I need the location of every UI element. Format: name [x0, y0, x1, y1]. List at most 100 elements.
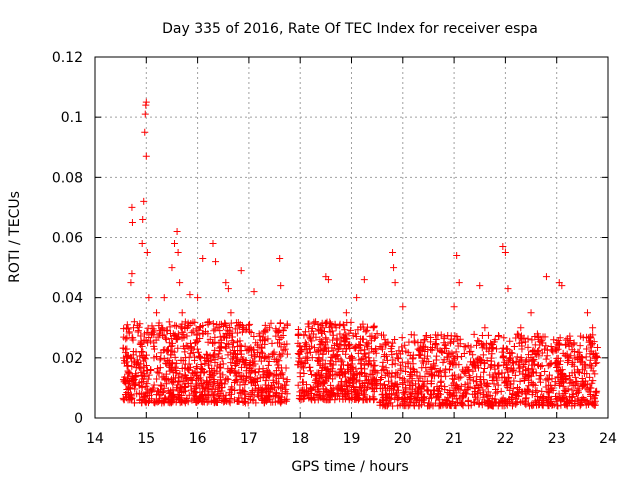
- data-point: [222, 279, 230, 287]
- data-point: [516, 364, 524, 372]
- data-point: [336, 330, 344, 338]
- data-point: [241, 359, 249, 367]
- data-point: [393, 350, 401, 358]
- data-point: [245, 392, 253, 400]
- data-point: [245, 345, 253, 353]
- data-point: [342, 331, 350, 339]
- data-point: [227, 390, 235, 398]
- data-point: [552, 358, 560, 366]
- data-point: [450, 392, 458, 400]
- data-point: [576, 342, 584, 350]
- data-point: [302, 354, 310, 362]
- data-point: [349, 365, 357, 373]
- data-point: [138, 395, 146, 403]
- data-point: [131, 372, 139, 380]
- data-point: [381, 386, 389, 394]
- data-point: [234, 338, 242, 346]
- data-point: [186, 363, 194, 371]
- data-point: [568, 386, 576, 394]
- data-point: [173, 335, 181, 343]
- data-point: [334, 345, 342, 353]
- data-point: [187, 343, 195, 351]
- data-point: [169, 379, 177, 387]
- data-point: [583, 381, 591, 389]
- data-point: [145, 294, 153, 302]
- data-point: [133, 356, 141, 364]
- data-point: [158, 324, 166, 332]
- y-tick-label: 0.04: [52, 291, 83, 307]
- data-point: [223, 375, 231, 383]
- data-point: [510, 342, 518, 350]
- data-point: [499, 397, 507, 405]
- data-point: [209, 320, 217, 328]
- data-point: [441, 396, 449, 404]
- data-point: [510, 377, 518, 385]
- data-point: [247, 329, 255, 337]
- x-tick-label: 17: [240, 431, 258, 447]
- data-point: [433, 393, 441, 401]
- data-point: [134, 327, 142, 335]
- data-point: [416, 351, 424, 359]
- data-point: [593, 353, 601, 361]
- data-point: [195, 394, 203, 402]
- data-point: [464, 384, 472, 392]
- data-point: [171, 321, 179, 329]
- data-point: [314, 381, 322, 389]
- data-point: [137, 332, 145, 340]
- data-point: [196, 354, 204, 362]
- data-point: [483, 357, 491, 365]
- data-point: [468, 361, 476, 369]
- data-point: [226, 323, 234, 331]
- data-point: [206, 318, 214, 326]
- data-point: [322, 373, 330, 381]
- data-point: [227, 386, 235, 394]
- data-point: [528, 361, 536, 369]
- data-point: [587, 333, 595, 341]
- data-point: [427, 334, 435, 342]
- data-point: [261, 340, 269, 348]
- data-point: [249, 396, 257, 404]
- data-point: [329, 375, 337, 383]
- data-point: [138, 240, 146, 248]
- data-point: [154, 365, 162, 373]
- data-point: [312, 318, 320, 326]
- data-point: [415, 352, 423, 360]
- data-point: [481, 324, 489, 332]
- data-point: [440, 339, 448, 347]
- data-point: [358, 335, 366, 343]
- data-point: [219, 360, 227, 368]
- data-point: [581, 397, 589, 405]
- data-point: [155, 329, 163, 337]
- data-point: [425, 370, 433, 378]
- data-point: [446, 387, 454, 395]
- data-point: [283, 390, 291, 398]
- y-tick-label: 0.06: [52, 231, 83, 247]
- y-tick-label: 0.12: [52, 50, 83, 66]
- data-point: [128, 218, 136, 226]
- data-point: [177, 356, 185, 364]
- data-point: [337, 336, 345, 344]
- data-point: [231, 325, 239, 333]
- data-point: [456, 340, 464, 348]
- data-point: [245, 369, 253, 377]
- data-point: [376, 399, 384, 407]
- data-point: [499, 344, 507, 352]
- data-point: [592, 388, 600, 396]
- data-point: [142, 101, 150, 109]
- data-point: [269, 350, 277, 358]
- data-point: [275, 336, 283, 344]
- data-point: [189, 327, 197, 335]
- data-point: [453, 333, 461, 341]
- data-point: [447, 391, 455, 399]
- data-point: [481, 398, 489, 406]
- data-point: [414, 338, 422, 346]
- data-point: [482, 382, 490, 390]
- data-point: [379, 358, 387, 366]
- data-point: [325, 347, 333, 355]
- data-point: [324, 276, 332, 284]
- data-point: [230, 368, 238, 376]
- data-point: [509, 391, 517, 399]
- data-point: [277, 370, 285, 378]
- data-point: [256, 374, 264, 382]
- data-point: [502, 345, 510, 353]
